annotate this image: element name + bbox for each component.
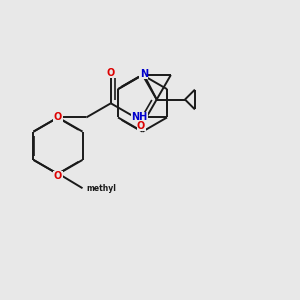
Text: O: O xyxy=(54,171,62,181)
Text: O: O xyxy=(107,68,115,78)
Text: O: O xyxy=(137,121,145,131)
Text: N: N xyxy=(140,69,148,79)
Text: NH: NH xyxy=(131,112,148,122)
Text: methyl: methyl xyxy=(87,184,117,193)
Text: O: O xyxy=(54,112,62,122)
